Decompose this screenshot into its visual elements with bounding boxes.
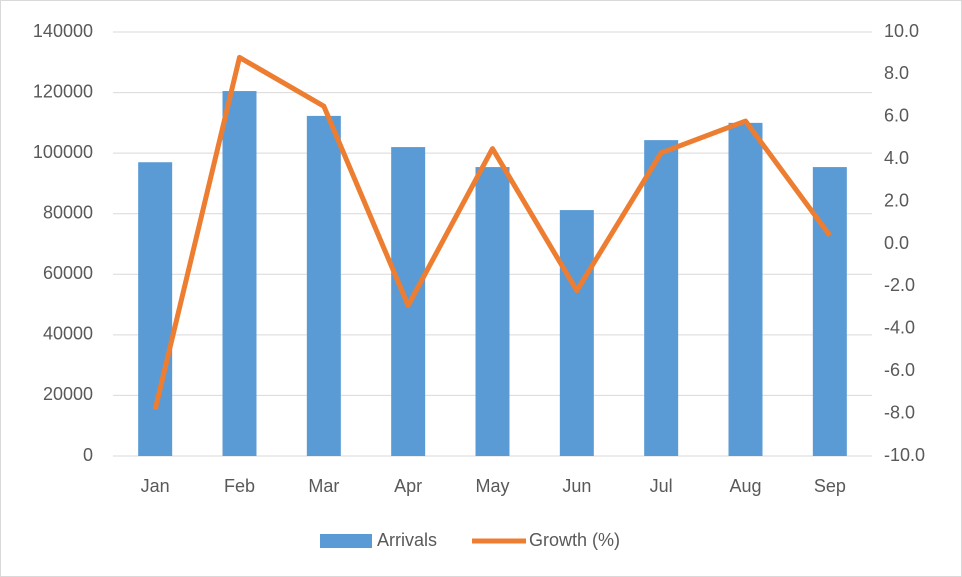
y-tick-label: 60000: [43, 263, 93, 283]
y-tick-label: 40000: [43, 324, 93, 344]
legend-label: Arrivals: [377, 530, 437, 550]
bar: [812, 167, 847, 456]
bar: [559, 210, 594, 456]
legend-label: Growth (%): [529, 530, 620, 550]
y2-tick-label: -10.0: [884, 445, 925, 465]
x-tick-label: May: [475, 476, 509, 496]
y2-tick-label: -2.0: [884, 275, 915, 295]
x-tick-label: Apr: [394, 476, 422, 496]
y-tick-label: 100000: [33, 142, 93, 162]
bar: [644, 140, 679, 456]
x-tick-label: Jan: [141, 476, 170, 496]
y2-tick-label: -8.0: [884, 402, 915, 422]
bar: [222, 91, 257, 457]
y-tick-label: 20000: [43, 384, 93, 404]
y-tick-label: 80000: [43, 202, 93, 222]
bar: [728, 122, 763, 456]
y-tick-label: 140000: [33, 21, 93, 41]
bar: [475, 167, 510, 456]
x-tick-label: Jun: [562, 476, 591, 496]
bar: [138, 162, 173, 456]
y2-tick-label: -4.0: [884, 318, 915, 338]
y2-tick-label: 2.0: [884, 190, 909, 210]
y2-tick-label: 10.0: [884, 21, 919, 41]
x-tick-label: Feb: [224, 476, 255, 496]
y2-tick-label: 8.0: [884, 63, 909, 83]
y2-tick-label: 4.0: [884, 148, 909, 168]
x-tick-label: Sep: [814, 476, 846, 496]
y-tick-label: 0: [83, 445, 93, 465]
line: [152, 54, 832, 410]
y2-tick-label: 0.0: [884, 233, 909, 253]
bar: [306, 115, 341, 457]
y2-tick-label: -6.0: [884, 360, 915, 380]
x-tick-label: Mar: [308, 476, 339, 496]
x-tick-label: Aug: [729, 476, 761, 496]
y-tick-label: 120000: [33, 81, 93, 101]
y2-tick-label: 6.0: [884, 106, 909, 126]
legend-swatch: [320, 534, 372, 548]
x-tick-label: Jul: [650, 476, 673, 496]
